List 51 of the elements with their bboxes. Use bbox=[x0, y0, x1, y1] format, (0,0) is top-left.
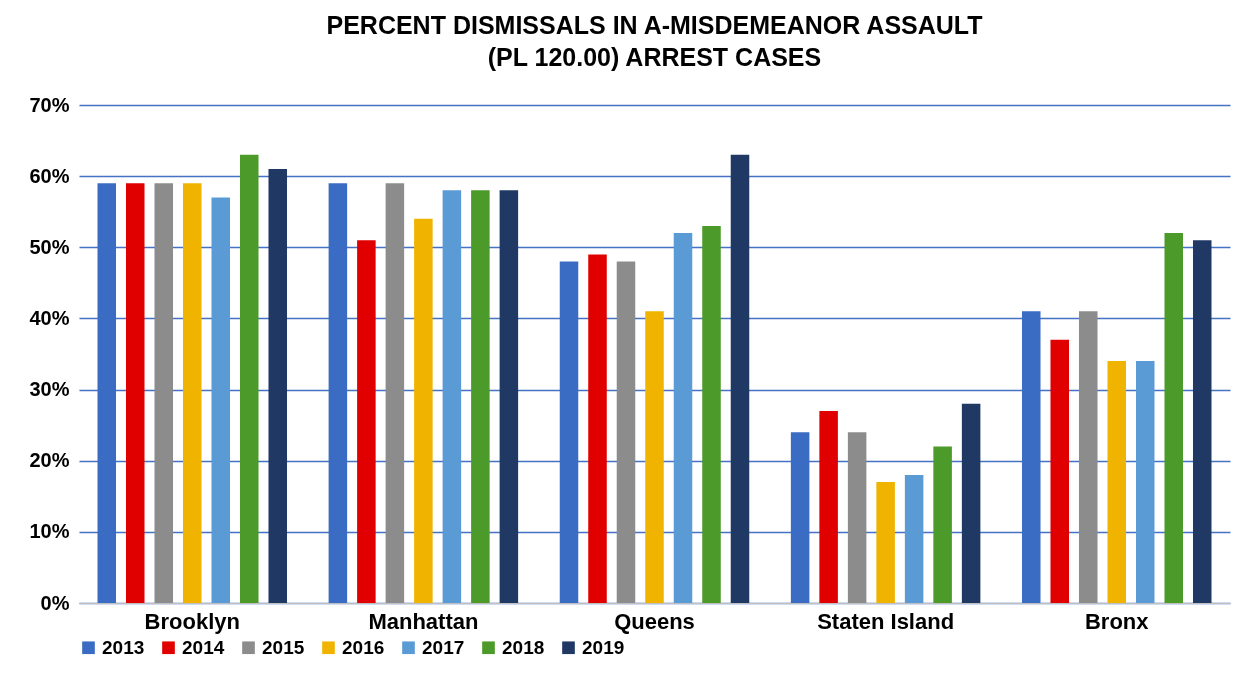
bar bbox=[442, 190, 462, 603]
bar bbox=[904, 474, 924, 603]
y-tick-label: 10% bbox=[29, 520, 70, 543]
y-tick-label: 30% bbox=[29, 378, 70, 401]
legend-label: 2019 bbox=[582, 636, 625, 658]
bar bbox=[819, 410, 838, 603]
y-tick-label: 0% bbox=[40, 591, 70, 614]
bar bbox=[357, 240, 376, 603]
bar bbox=[1107, 361, 1127, 603]
x-tick-label: Staten Island bbox=[817, 608, 955, 634]
legend-label: 2018 bbox=[502, 636, 545, 658]
bar bbox=[1164, 233, 1184, 603]
y-tick-label: 40% bbox=[29, 306, 70, 329]
x-tick-label: Queens bbox=[614, 608, 695, 634]
bar bbox=[933, 446, 952, 603]
bar bbox=[1135, 361, 1155, 603]
bar bbox=[1050, 339, 1070, 603]
bar bbox=[616, 261, 636, 603]
bar bbox=[876, 482, 895, 603]
bar bbox=[730, 154, 750, 603]
chart-title: PERCENT DISMISSALS IN A-MISDEMEANOR ASSAULT (PL 120.00) ARREST CASES bbox=[326, 11, 983, 71]
bar bbox=[1192, 240, 1212, 603]
x-tick-label: Manhattan bbox=[368, 608, 479, 634]
bar bbox=[211, 197, 231, 603]
bar bbox=[385, 183, 405, 603]
y-tick-label: 70% bbox=[29, 93, 70, 116]
bar bbox=[182, 183, 202, 603]
legend-label: 2014 bbox=[182, 636, 225, 658]
bar bbox=[588, 254, 607, 603]
bar bbox=[847, 432, 867, 603]
bar bbox=[268, 169, 288, 603]
x-tick-label: Brooklyn bbox=[144, 608, 240, 634]
legend-label: 2013 bbox=[102, 636, 145, 658]
bar bbox=[471, 190, 490, 603]
bar bbox=[961, 403, 981, 603]
y-tick-label: 20% bbox=[29, 449, 70, 472]
bar bbox=[499, 190, 519, 603]
bar bbox=[154, 183, 174, 603]
bar bbox=[1078, 311, 1098, 603]
x-tick-label: Bronx bbox=[1084, 608, 1150, 634]
bar bbox=[702, 225, 721, 603]
legend-label: 2017 bbox=[422, 636, 465, 658]
legend-label: 2016 bbox=[342, 636, 385, 658]
bar bbox=[645, 311, 664, 603]
bar bbox=[125, 183, 145, 603]
bar bbox=[673, 233, 693, 603]
y-tick-label: 60% bbox=[29, 164, 70, 187]
bar bbox=[414, 218, 433, 603]
y-tick-label: 50% bbox=[29, 235, 70, 258]
bar bbox=[239, 154, 259, 603]
legend-label: 2015 bbox=[262, 636, 305, 658]
